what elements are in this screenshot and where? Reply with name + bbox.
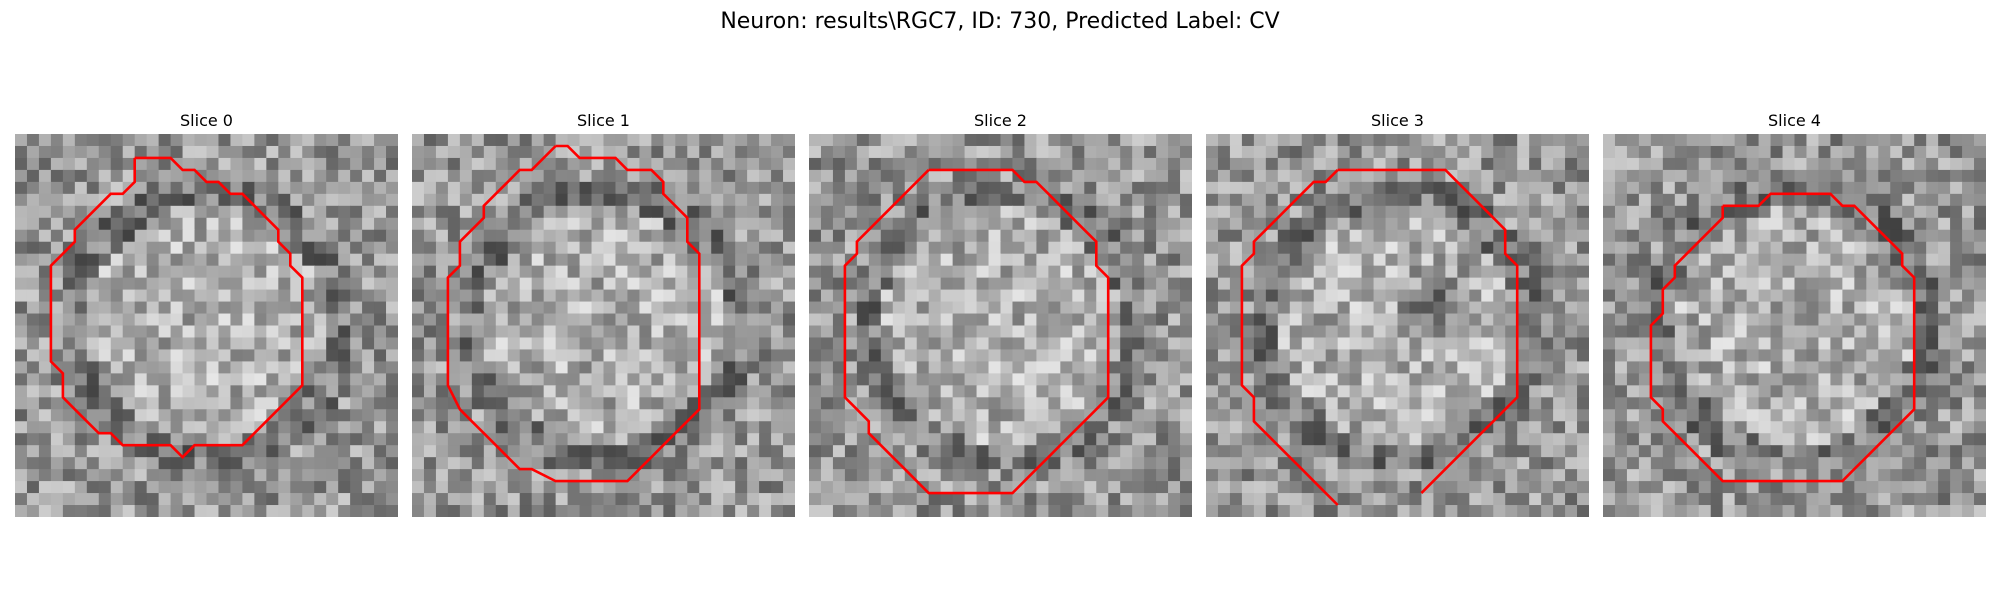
slice-pixels <box>1603 134 1986 517</box>
slice-panel-1: Slice 1 <box>412 110 795 517</box>
slice-panel-0: Slice 0 <box>15 110 398 517</box>
slice-pixels <box>809 134 1192 517</box>
slice-image <box>1603 134 1986 517</box>
slice-title: Slice 4 <box>1603 110 1986 132</box>
slice-pixels <box>15 134 398 517</box>
slice-panel-4: Slice 4 <box>1603 110 1986 517</box>
slice-title: Slice 1 <box>412 110 795 132</box>
figure-title: Neuron: results\RGC7, ID: 730, Predicted… <box>0 8 2000 36</box>
slice-panel-3: Slice 3 <box>1206 110 1589 517</box>
slice-title: Slice 2 <box>809 110 1192 132</box>
slice-panel-2: Slice 2 <box>809 110 1192 517</box>
slice-image <box>15 134 398 517</box>
slice-image <box>412 134 795 517</box>
slice-title: Slice 3 <box>1206 110 1589 132</box>
slice-title: Slice 0 <box>15 110 398 132</box>
slice-pixels <box>1206 134 1589 517</box>
slice-image <box>1206 134 1589 517</box>
slice-pixels <box>412 134 795 517</box>
slice-image <box>809 134 1192 517</box>
